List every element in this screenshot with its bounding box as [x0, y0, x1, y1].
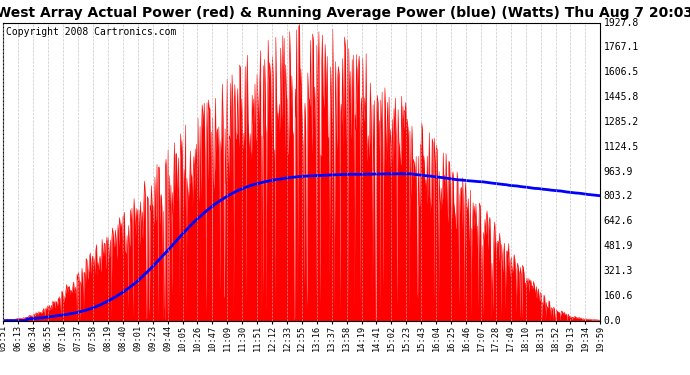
Text: 1285.2: 1285.2: [604, 117, 639, 127]
Text: 1767.1: 1767.1: [604, 42, 639, 52]
Text: 803.2: 803.2: [604, 191, 633, 201]
Text: 642.6: 642.6: [604, 216, 633, 226]
Text: 160.6: 160.6: [604, 291, 633, 301]
Text: Copyright 2008 Cartronics.com: Copyright 2008 Cartronics.com: [6, 27, 177, 37]
Text: 1927.8: 1927.8: [604, 18, 639, 27]
Text: 963.9: 963.9: [604, 166, 633, 177]
Text: 1445.8: 1445.8: [604, 92, 639, 102]
Text: 481.9: 481.9: [604, 241, 633, 251]
Text: 0.0: 0.0: [604, 316, 622, 326]
Text: 321.3: 321.3: [604, 266, 633, 276]
Text: 1606.5: 1606.5: [604, 67, 639, 77]
Text: 1124.5: 1124.5: [604, 142, 639, 152]
Text: West Array Actual Power (red) & Running Average Power (blue) (Watts) Thu Aug 7 2: West Array Actual Power (red) & Running …: [0, 6, 690, 20]
